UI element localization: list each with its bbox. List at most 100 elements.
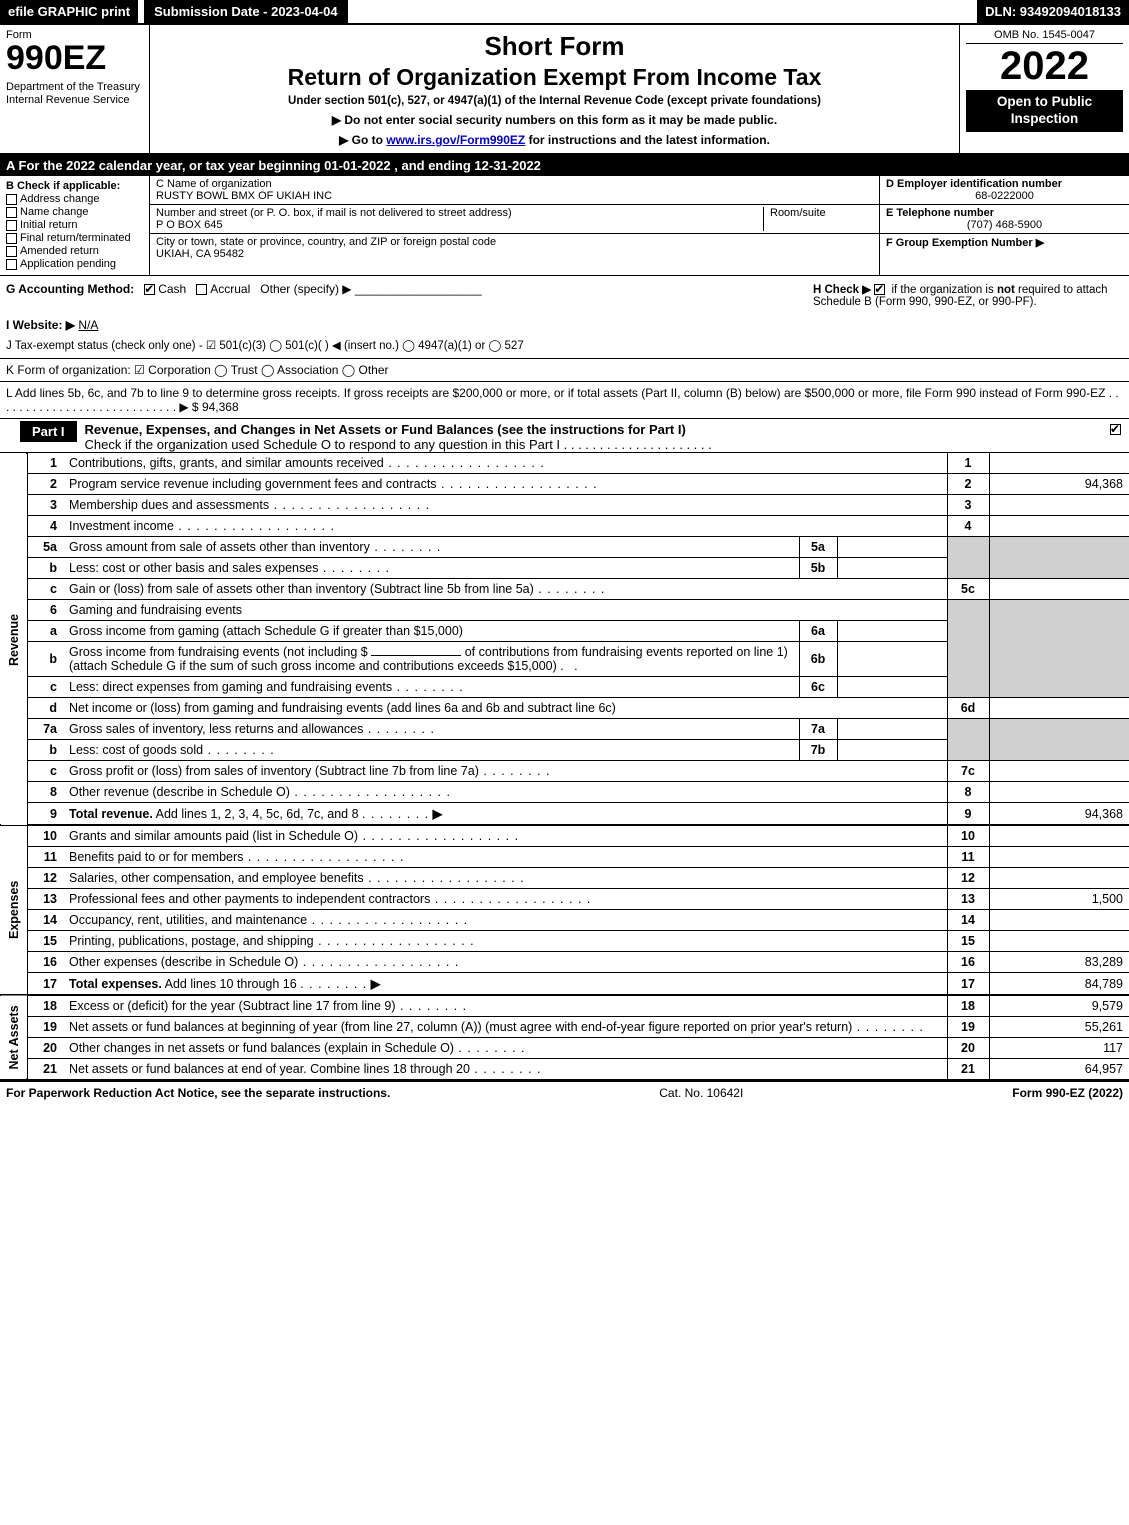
ln-7a: 7a (27, 719, 63, 740)
chk-accrual[interactable] (196, 284, 207, 295)
mval-5b (837, 558, 947, 579)
chk-initial[interactable]: Initial return (6, 219, 143, 231)
num-3: 3 (947, 495, 989, 516)
section-K: K Form of organization: ☑ Corporation ◯ … (0, 359, 1129, 382)
desc-13: Professional fees and other payments to … (63, 889, 947, 910)
chk-cash[interactable] (144, 284, 155, 295)
desc-5a: Gross amount from sale of assets other t… (63, 537, 799, 558)
H-check: H Check ▶ if the organization is not req… (813, 282, 1123, 308)
desc-16: Other expenses (describe in Schedule O) (63, 952, 947, 973)
lines-table: Revenue 1 Contributions, gifts, grants, … (0, 453, 1129, 1080)
ln-5a: 5a (27, 537, 63, 558)
amt-3 (989, 495, 1129, 516)
ln-2: 2 (27, 474, 63, 495)
mbox-7a: 7a (799, 719, 837, 740)
desc-3: Membership dues and assessments (63, 495, 947, 516)
desc-6a: Gross income from gaming (attach Schedul… (63, 621, 799, 642)
amt-6d (989, 698, 1129, 719)
ln-20: 20 (27, 1038, 63, 1059)
num-5c: 5c (947, 579, 989, 600)
num-11: 11 (947, 847, 989, 868)
section-BCDEF: B Check if applicable: Address change Na… (0, 176, 1129, 276)
desc-12: Salaries, other compensation, and employ… (63, 868, 947, 889)
L-amount: 94,368 (202, 400, 239, 414)
amt-17: 84,789 (989, 973, 1129, 996)
C-street-row: Number and street (or P. O. box, if mail… (150, 205, 879, 234)
col-C: C Name of organization RUSTY BOWL BMX OF… (150, 176, 879, 275)
efile-tag: efile GRAPHIC print (0, 0, 138, 23)
B-title: B Check if applicable: (6, 180, 143, 192)
desc-7b: Less: cost of goods sold (63, 740, 799, 761)
chk-H[interactable] (874, 284, 885, 295)
desc-9: Total revenue. Total revenue. Add lines … (63, 803, 947, 826)
org-name: RUSTY BOWL BMX OF UKIAH INC (156, 190, 332, 202)
ln-6d: d (27, 698, 63, 719)
part-1-chk[interactable] (1105, 419, 1129, 436)
num-18: 18 (947, 995, 989, 1017)
submission-date: Submission Date - 2023-04-04 (144, 0, 348, 23)
chk-name[interactable]: Name change (6, 206, 143, 218)
ln-6a: a (27, 621, 63, 642)
room-suite: Room/suite (763, 207, 873, 231)
num-10: 10 (947, 825, 989, 847)
chk-address[interactable]: Address change (6, 193, 143, 205)
row-A: A For the 2022 calendar year, or tax yea… (0, 155, 1129, 176)
amt-6-gray (989, 600, 1129, 698)
amt-16: 83,289 (989, 952, 1129, 973)
ln-1: 1 (27, 453, 63, 474)
irs-link[interactable]: www.irs.gov/Form990EZ (386, 133, 525, 147)
amt-15 (989, 931, 1129, 952)
amt-13: 1,500 (989, 889, 1129, 910)
num-7c: 7c (947, 761, 989, 782)
mbox-6a: 6a (799, 621, 837, 642)
num-15: 15 (947, 931, 989, 952)
num-4: 4 (947, 516, 989, 537)
col-DEF: D Employer identification number 68-0222… (879, 176, 1129, 275)
ln-12: 12 (27, 868, 63, 889)
desc-1: Contributions, gifts, grants, and simila… (63, 453, 947, 474)
amt-18: 9,579 (989, 995, 1129, 1017)
num-14: 14 (947, 910, 989, 931)
ln-13: 13 (27, 889, 63, 910)
ln-11: 11 (27, 847, 63, 868)
amt-19: 55,261 (989, 1017, 1129, 1038)
desc-5c: Gain or (loss) from sale of assets other… (63, 579, 947, 600)
ln-9: 9 (27, 803, 63, 826)
footer-mid: Cat. No. 10642I (659, 1086, 743, 1100)
website-val: N/A (78, 318, 98, 332)
ln-10: 10 (27, 825, 63, 847)
C-name-row: C Name of organization RUSTY BOWL BMX OF… (150, 176, 879, 205)
city-label: City or town, state or province, country… (156, 236, 496, 248)
side-revenue: Revenue (0, 453, 27, 825)
top-bar: efile GRAPHIC print Submission Date - 20… (0, 0, 1129, 25)
short-form-title: Short Form (160, 31, 949, 62)
G-accounting: G Accounting Method: Cash Accrual Other … (6, 282, 813, 308)
amt-21: 64,957 (989, 1059, 1129, 1080)
ln-8: 8 (27, 782, 63, 803)
phone-val: (707) 468-5900 (886, 219, 1123, 231)
street: P O BOX 645 (156, 219, 763, 231)
desc-6b: Gross income from fundraising events (no… (63, 642, 799, 677)
mbox-5b: 5b (799, 558, 837, 579)
mbox-6b: 6b (799, 642, 837, 677)
desc-14: Occupancy, rent, utilities, and maintena… (63, 910, 947, 931)
ln-7c: c (27, 761, 63, 782)
ln-19: 19 (27, 1017, 63, 1038)
amt-14 (989, 910, 1129, 931)
desc-6: Gaming and fundraising events (63, 600, 947, 621)
amt-20: 117 (989, 1038, 1129, 1059)
desc-2: Program service revenue including govern… (63, 474, 947, 495)
chk-final[interactable]: Final return/terminated (6, 232, 143, 244)
amt-5ab-gray (989, 537, 1129, 579)
ln-6b: b (27, 642, 63, 677)
col-B: B Check if applicable: Address change Na… (0, 176, 150, 275)
C-label: C Name of organization (156, 178, 332, 190)
num-2: 2 (947, 474, 989, 495)
chk-pending[interactable]: Application pending (6, 258, 143, 270)
amt-8 (989, 782, 1129, 803)
mval-5a (837, 537, 947, 558)
desc-20: Other changes in net assets or fund bala… (63, 1038, 947, 1059)
chk-amended[interactable]: Amended return (6, 245, 143, 257)
instr-2: ▶ Go to www.irs.gov/Form990EZ for instru… (160, 133, 949, 147)
num-12: 12 (947, 868, 989, 889)
